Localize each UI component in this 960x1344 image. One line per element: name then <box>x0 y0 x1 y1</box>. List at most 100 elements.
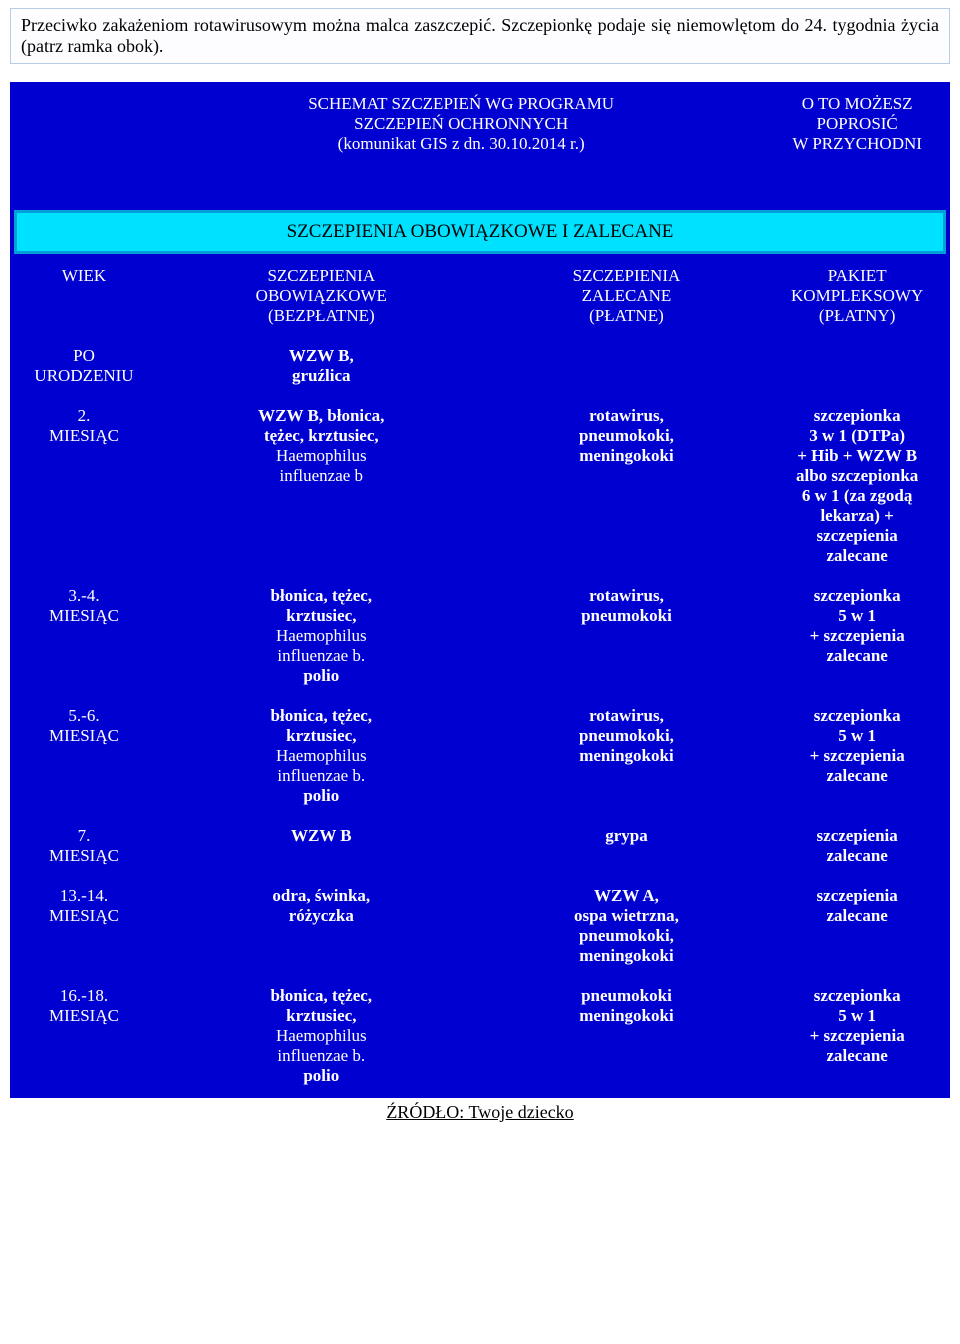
header-package-l1: PAKIET <box>828 266 887 285</box>
recommended-cell: grypa <box>489 818 765 874</box>
table-row: 3.-4. MIESIĄC błonica, tężec, krztusiec,… <box>14 578 946 694</box>
pak-l2: 5 w 1 <box>838 606 876 625</box>
header-recommended-l3: (PŁATNE) <box>589 306 664 325</box>
mand-l2: krztusiec, <box>286 726 356 745</box>
banner-cell: SZCZEPIENIA OBOWIĄZKOWE I ZALECANE <box>14 210 946 254</box>
pak-l3: + szczepienia <box>810 1026 905 1045</box>
pak-l3: + Hib + WZW B <box>797 446 917 465</box>
header-recommended-l2: ZALECANE <box>582 286 672 305</box>
table-row: 16.-18. MIESIĄC błonica, tężec, krztusie… <box>14 978 946 1094</box>
mand-l4: influenzae b. <box>277 766 365 785</box>
mandatory-cell: błonica, tężec, krztusiec, Haemophilus i… <box>158 578 485 694</box>
rec-l2: pneumokoki, <box>579 426 674 445</box>
age-cell: 13.-14. MIESIĄC <box>14 878 154 974</box>
oto-line3: W PRZYCHODNI <box>792 134 922 153</box>
pak-l4: zalecane <box>826 646 887 665</box>
pak-l2: zalecane <box>826 906 887 925</box>
age-cell: 5.-6. MIESIĄC <box>14 698 154 814</box>
recommended-cell <box>489 338 765 394</box>
age-cell: 2. MIESIĄC <box>14 398 154 574</box>
header-recommended: SZCZEPIENIA ZALECANE (PŁATNE) <box>489 258 765 334</box>
pak-l1: szczepionka <box>814 406 901 425</box>
package-cell: szczepienia zalecane <box>768 818 946 874</box>
schemat-title-cell: SCHEMAT SZCZEPIEŃ WG PROGRAMU SZCZEPIEŃ … <box>158 86 764 162</box>
header-age: WIEK <box>14 258 154 334</box>
mand-l3: Haemophilus <box>276 626 367 645</box>
mandatory-cell: WZW B <box>158 818 485 874</box>
column-header-row: WIEK SZCZEPIENIA OBOWIĄZKOWE (BEZPŁATNE)… <box>14 258 946 334</box>
pak-l6: lekarza) + <box>820 506 893 525</box>
rec-l3: meningokoki <box>579 446 673 465</box>
pak-l3: + szczepienia <box>810 626 905 645</box>
package-cell <box>768 338 946 394</box>
spacer-row <box>14 166 946 206</box>
mand-l1: błonica, tężec, <box>271 986 373 1005</box>
schemat-line2: SZCZEPIEŃ OCHRONNYCH <box>354 114 568 133</box>
age-l1: 5.-6. <box>68 706 99 725</box>
table-row: 13.-14. MIESIĄC odra, świnka, różyczka W… <box>14 878 946 974</box>
pak-l5: 6 w 1 (za zgodą <box>802 486 912 505</box>
package-cell: szczepienia zalecane <box>768 878 946 974</box>
age-l1: 16.-18. <box>60 986 108 1005</box>
age-l2: MIESIĄC <box>49 846 119 865</box>
age-l2: MIESIĄC <box>49 906 119 925</box>
mandatory-cell: błonica, tężec, krztusiec, Haemophilus i… <box>158 698 485 814</box>
vaccination-table: SCHEMAT SZCZEPIEŃ WG PROGRAMU SZCZEPIEŃ … <box>10 82 950 1098</box>
mand-l4: influenzae b. <box>277 1046 365 1065</box>
package-cell: szczepionka 5 w 1 + szczepienia zalecane <box>768 578 946 694</box>
mand-l2: krztusiec, <box>286 1006 356 1025</box>
mand-l3: Haemophilus <box>276 1026 367 1045</box>
mand-l2: różyczka <box>289 906 354 925</box>
age-l2: MIESIĄC <box>49 726 119 745</box>
rec-l2: ospa wietrzna, <box>574 906 679 925</box>
header-mandatory-l2: OBOWIĄZKOWE <box>256 286 387 305</box>
recommended-cell: rotawirus, pneumokoki, meningokoki <box>489 698 765 814</box>
age-l1: 3.-4. <box>68 586 99 605</box>
mandatory-cell: WZW B, gruźlica <box>158 338 485 394</box>
age-l1: 13.-14. <box>60 886 108 905</box>
recommended-cell: pneumokoki meningokoki <box>489 978 765 1094</box>
mand-l1: WZW B <box>291 826 352 845</box>
package-cell: szczepionka 5 w 1 + szczepienia zalecane <box>768 978 946 1094</box>
mand-l2: gruźlica <box>292 366 351 385</box>
pak-l2: 5 w 1 <box>838 1006 876 1025</box>
age-cell: 7. MIESIĄC <box>14 818 154 874</box>
age-l1: 2. <box>78 406 91 425</box>
pak-l4: zalecane <box>826 766 887 785</box>
mandatory-cell: WZW B, błonica, tężec, krztusiec, Haemop… <box>158 398 485 574</box>
banner-row: SZCZEPIENIA OBOWIĄZKOWE I ZALECANE <box>14 210 946 254</box>
package-cell: szczepionka 5 w 1 + szczepienia zalecane <box>768 698 946 814</box>
age-l2: MIESIĄC <box>49 426 119 445</box>
pak-l4: zalecane <box>826 1046 887 1065</box>
pak-l1: szczepionka <box>814 586 901 605</box>
pak-l2: 5 w 1 <box>838 726 876 745</box>
header-mandatory: SZCZEPIENIA OBOWIĄZKOWE (BEZPŁATNE) <box>158 258 485 334</box>
mand-l2: krztusiec, <box>286 606 356 625</box>
pak-l7: szczepienia <box>817 526 898 545</box>
table-row: 7. MIESIĄC WZW B grypa szczepienia zalec… <box>14 818 946 874</box>
age-cell: PO URODZENIU <box>14 338 154 394</box>
pak-l1: szczepionka <box>814 706 901 725</box>
title-left-empty <box>14 86 154 162</box>
mand-l1: błonica, tężec, <box>271 706 373 725</box>
mand-l2: tężec, krztusiec, <box>264 426 379 445</box>
rec-l3: meningokoki <box>579 746 673 765</box>
oto-line1: O TO MOŻESZ <box>802 94 913 113</box>
rec-l2: pneumokoki <box>581 606 672 625</box>
recommended-cell: rotawirus, pneumokoki <box>489 578 765 694</box>
mand-l1: błonica, tężec, <box>271 586 373 605</box>
age-l2: URODZENIU <box>34 366 133 385</box>
rec-l1: rotawirus, <box>589 586 664 605</box>
package-cell: szczepionka 3 w 1 (DTPa) + Hib + WZW B a… <box>768 398 946 574</box>
pak-l1: szczepienia <box>817 826 898 845</box>
mand-l1: WZW B, <box>289 346 354 365</box>
header-recommended-l1: SZCZEPIENIA <box>573 266 681 285</box>
age-cell: 16.-18. MIESIĄC <box>14 978 154 1094</box>
rec-l1: grypa <box>605 826 648 845</box>
rec-l3: pneumokoki, <box>579 926 674 945</box>
age-l1: 7. <box>78 826 91 845</box>
mand-l5: polio <box>303 666 339 685</box>
title-row: SCHEMAT SZCZEPIEŃ WG PROGRAMU SZCZEPIEŃ … <box>14 86 946 162</box>
age-l1: PO <box>73 346 95 365</box>
recommended-cell: WZW A, ospa wietrzna, pneumokoki, mening… <box>489 878 765 974</box>
